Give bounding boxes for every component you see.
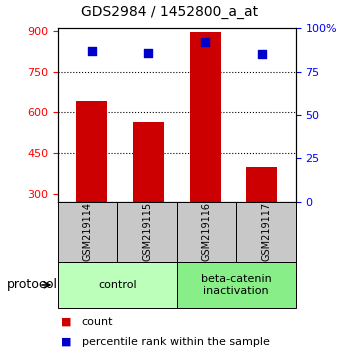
- Bar: [177, 262, 296, 308]
- Bar: [76, 102, 107, 202]
- Bar: [58, 262, 177, 308]
- Text: ■: ■: [61, 337, 72, 347]
- Point: [202, 39, 208, 45]
- Bar: [246, 166, 277, 202]
- Bar: [117, 202, 177, 262]
- Point: [146, 50, 151, 56]
- Bar: [58, 202, 117, 262]
- Text: percentile rank within the sample: percentile rank within the sample: [82, 337, 270, 347]
- Text: beta-catenin
inactivation: beta-catenin inactivation: [201, 274, 272, 296]
- Point: [89, 48, 95, 54]
- Bar: [190, 32, 221, 202]
- Text: GSM219117: GSM219117: [261, 202, 271, 262]
- Text: ■: ■: [61, 317, 72, 327]
- Text: protocol: protocol: [7, 279, 58, 291]
- Text: GSM219114: GSM219114: [83, 202, 92, 261]
- Text: GSM219116: GSM219116: [202, 202, 211, 261]
- Bar: [133, 122, 164, 202]
- Text: count: count: [82, 317, 113, 327]
- Text: GDS2984 / 1452800_a_at: GDS2984 / 1452800_a_at: [82, 5, 258, 19]
- Text: control: control: [98, 280, 137, 290]
- Bar: [177, 202, 236, 262]
- Text: GSM219115: GSM219115: [142, 202, 152, 262]
- Bar: [236, 202, 296, 262]
- Point: [259, 51, 265, 57]
